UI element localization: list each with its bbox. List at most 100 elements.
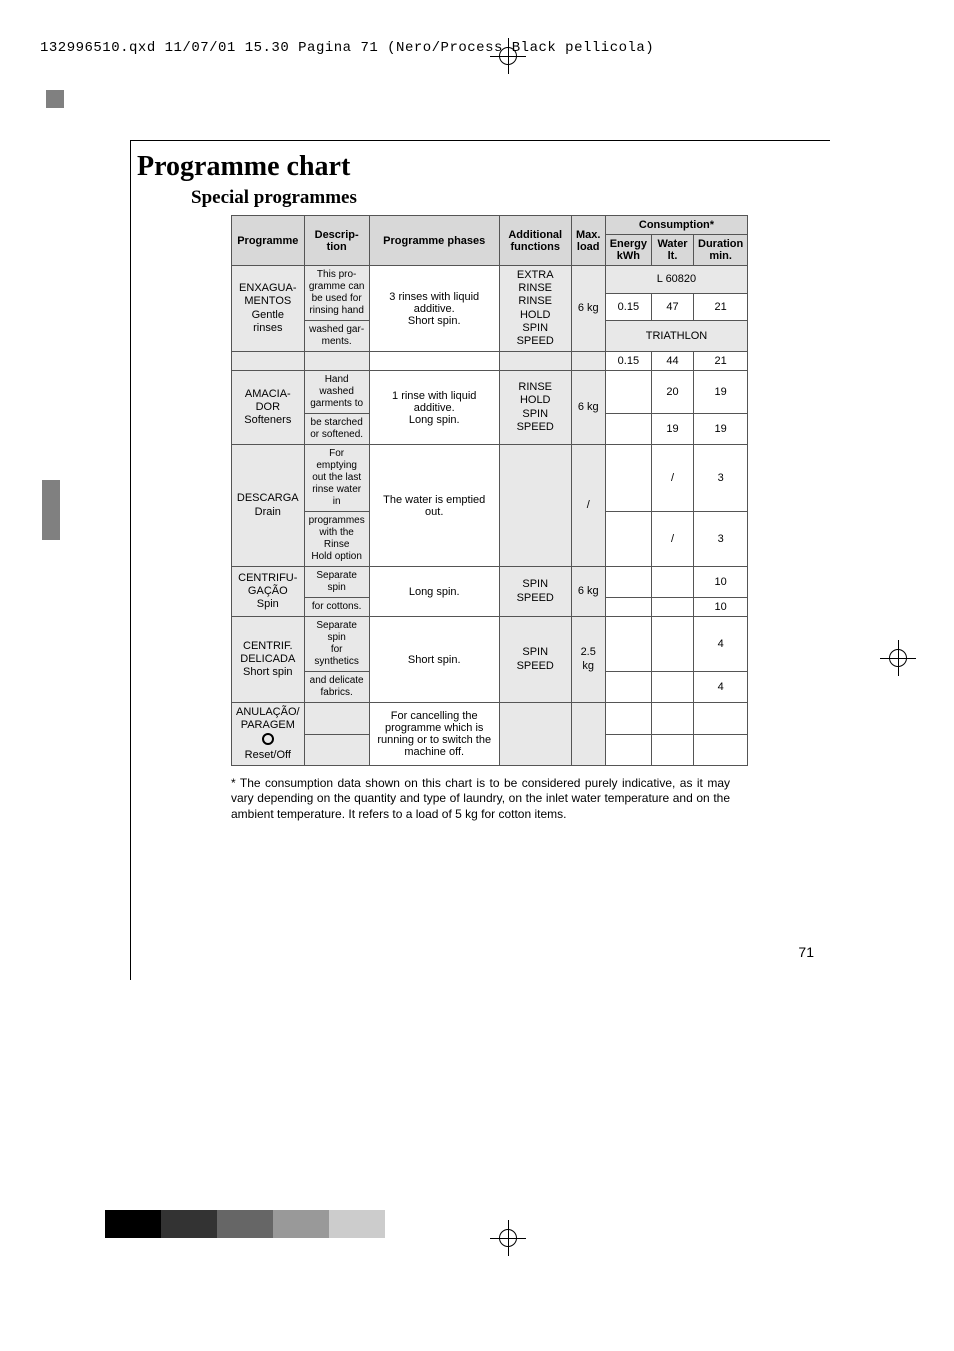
table-row: CENTRIF.DELICADAShort spin Separate spin… [232,617,748,672]
val-duration: 10 [694,598,748,617]
page-content: Programme chart Special programmes Progr… [130,140,830,980]
prog-add [499,703,571,766]
val-energy: 0.15 [605,352,651,371]
prog-desc: Hand washedgarments to [304,371,369,414]
crop-mark-right [880,640,916,676]
val-energy [605,703,651,734]
col-additional: Additionalfunctions [499,216,571,266]
val-water: 20 [652,371,694,414]
val-energy [605,567,651,598]
prog-desc: washed gar-ments. [304,321,369,352]
prog-desc: be starchedor softened. [304,414,369,445]
val-water: / [652,445,694,512]
val-water [652,734,694,765]
col-duration: Durationmin. [694,235,748,266]
val-duration: 3 [694,512,748,567]
prog-name: DESCARGADrain [232,445,305,567]
val-water: 47 [652,294,694,321]
val-water: / [652,512,694,567]
prog-name: CENTRIFU-GAÇÃOSpin [232,567,305,617]
val-duration: 10 [694,567,748,598]
prog-name: CENTRIF.DELICADAShort spin [232,617,305,703]
prog-load: 6 kg [571,567,605,617]
val-duration [694,734,748,765]
model-label: L 60820 [605,266,748,294]
prog-desc: Separate spinfor synthetics [304,617,369,672]
prog-name: AMACIA-DORSofteners [232,371,305,445]
prog-desc: for cottons. [304,598,369,617]
col-description: Descrip-tion [304,216,369,266]
val-duration: 19 [694,414,748,445]
reset-icon [262,733,274,745]
val-duration: 4 [694,617,748,672]
val-energy [605,672,651,703]
prog-load: / [571,445,605,567]
triathlon-label: TRIATHLON [605,321,748,352]
crop-mark-bottom [490,1220,526,1256]
prog-desc: programmeswith the RinseHold option [304,512,369,567]
footnote-text: * The consumption data shown on this cha… [231,776,730,823]
prog-phase: Short spin. [369,617,499,703]
corner-mark [46,90,64,108]
val-water [652,617,694,672]
side-mark [42,480,60,540]
table-row: AMACIA-DORSofteners Hand washedgarments … [232,371,748,414]
prog-desc: Separate spin [304,567,369,598]
cmyk-swatches [105,1210,385,1238]
page-subtitle: Special programmes [191,187,830,209]
col-energy: EnergykWh [605,235,651,266]
prog-add: EXTRA RINSERINSE HOLDSPIN SPEED [499,266,571,352]
val-water [652,672,694,703]
val-water [652,598,694,617]
prog-phase: For cancelling the programme which is ru… [369,703,499,766]
val-duration: 19 [694,371,748,414]
header-row-1: Programme Descrip-tion Programme phases … [232,216,748,235]
val-water [652,567,694,598]
table-row: DESCARGADrain For emptyingout the lastri… [232,445,748,512]
col-water: Waterlt. [652,235,694,266]
prog-phase: Long spin. [369,567,499,617]
col-programme: Programme [232,216,305,266]
val-water: 19 [652,414,694,445]
val-duration: 21 [694,352,748,371]
table-row: ENXAGUA-MENTOSGentlerinses This pro-gram… [232,266,748,294]
prog-name: ENXAGUA-MENTOSGentlerinses [232,266,305,352]
val-energy [605,617,651,672]
crop-mark-top [490,38,526,74]
page-number: 71 [798,944,814,960]
val-duration: 3 [694,445,748,512]
page-title: Programme chart [137,151,830,183]
val-duration: 4 [694,672,748,703]
programme-table: Programme Descrip-tion Programme phases … [231,215,748,766]
prog-desc: and delicatefabrics. [304,672,369,703]
val-energy [605,512,651,567]
prog-add: SPIN SPEED [499,617,571,703]
val-energy: 0.15 [605,294,651,321]
val-duration: 21 [694,294,748,321]
val-energy [605,414,651,445]
prog-load: 6 kg [571,266,605,352]
table-row: 0.15 44 21 [232,352,748,371]
col-phases: Programme phases [369,216,499,266]
prog-add [499,445,571,567]
prog-phase: 1 rinse with liquid additive.Long spin. [369,371,499,445]
val-energy [605,598,651,617]
col-consumption: Consumption* [605,216,748,235]
prog-add: RINSE HOLDSPIN SPEED [499,371,571,445]
val-water [652,703,694,734]
prog-name: ANULAÇÃO/PARAGEMReset/Off [232,703,305,766]
table-row: CENTRIFU-GAÇÃOSpin Separate spin Long sp… [232,567,748,598]
val-energy [605,734,651,765]
prog-phase: 3 rinses with liquid additive.Short spin… [369,266,499,352]
table-row: ANULAÇÃO/PARAGEMReset/Off For cancelling… [232,703,748,734]
prog-load: 6 kg [571,371,605,445]
prog-load [571,703,605,766]
prog-desc: For emptyingout the lastrinse water in [304,445,369,512]
val-duration [694,703,748,734]
col-maxload: Max.load [571,216,605,266]
val-water: 44 [652,352,694,371]
prog-phase: The water is emptied out. [369,445,499,567]
val-energy [605,371,651,414]
print-header: 132996510.qxd 11/07/01 15.30 Pagina 71 (… [40,40,654,56]
prog-load: 2.5 kg [571,617,605,703]
